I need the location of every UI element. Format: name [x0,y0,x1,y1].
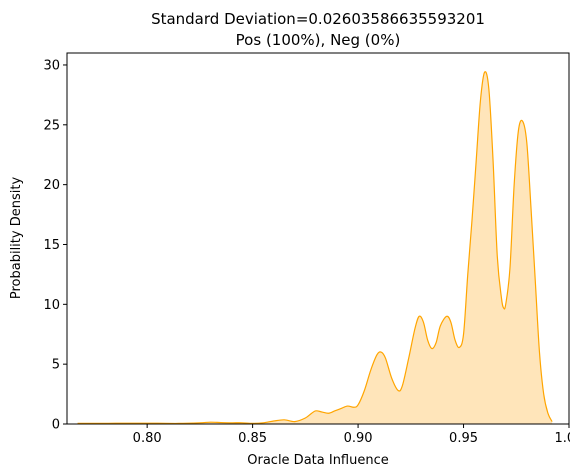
y-axis-ticks: 0 5 10 15 20 25 30 [43,58,67,433]
y-tick-label: 5 [52,358,60,373]
x-tick-label: 1.00 [555,431,570,446]
axes-frame [66,52,570,425]
x-tick-label: 0.95 [449,431,478,446]
density-line [77,71,553,425]
x-axis-ticks: 0.80 0.85 0.90 0.95 1.00 [133,424,570,446]
y-tick-label: 20 [43,178,60,193]
plot-area [77,71,553,425]
x-tick-label: 0.85 [238,431,267,446]
y-tick-label: 0 [52,418,60,433]
density-fill [77,71,553,425]
x-axis-label: Oracle Data Influence [247,453,389,468]
y-tick-label: 10 [43,298,60,313]
y-tick-label: 25 [43,118,60,133]
x-tick-label: 0.80 [133,431,162,446]
y-tick-label: 30 [43,58,60,73]
y-axis-label: Probability Density [9,177,24,300]
chart-title-line-1: Standard Deviation=0.02603586635593201 [151,10,485,28]
x-tick-label: 0.90 [344,431,373,446]
chart-title-line-2: Pos (100%), Neg (0%) [236,31,401,49]
y-tick-label: 15 [43,238,60,253]
